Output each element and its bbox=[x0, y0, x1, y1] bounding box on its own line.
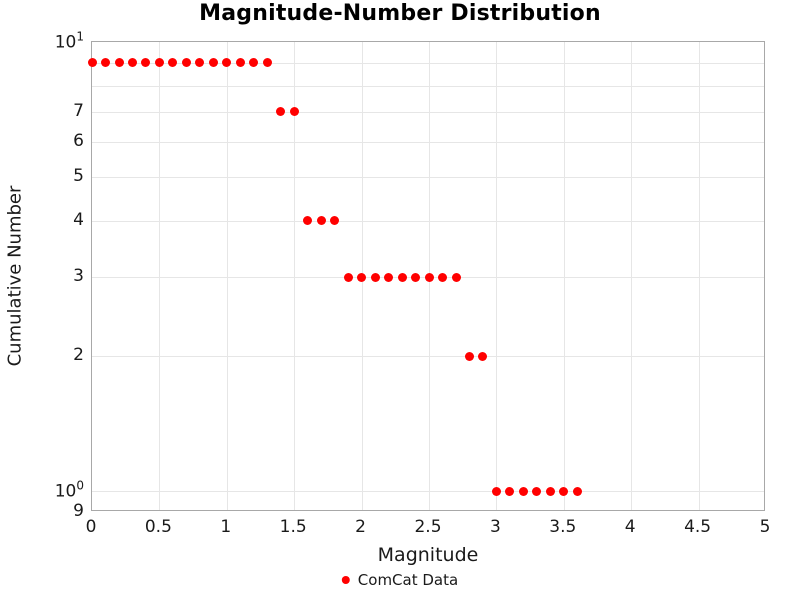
data-point[interactable] bbox=[559, 486, 569, 496]
data-point[interactable] bbox=[478, 351, 488, 361]
y-gridline bbox=[92, 85, 764, 87]
x-tick-label: 3 bbox=[489, 517, 501, 537]
x-tick-label: 4.5 bbox=[684, 517, 712, 537]
data-point[interactable] bbox=[397, 272, 407, 282]
data-point[interactable] bbox=[303, 216, 313, 226]
y-tick-label: 7 bbox=[73, 100, 84, 121]
x-gridline bbox=[563, 42, 565, 510]
y-gridline bbox=[92, 491, 764, 493]
y-gridline bbox=[92, 220, 764, 222]
data-point[interactable] bbox=[518, 486, 528, 496]
data-point[interactable] bbox=[168, 58, 178, 68]
data-point[interactable] bbox=[411, 272, 420, 282]
y-gridline bbox=[92, 111, 764, 113]
x-tick-label: 2.5 bbox=[414, 517, 442, 537]
data-point[interactable] bbox=[451, 272, 461, 282]
data-point[interactable] bbox=[127, 58, 137, 68]
x-gridline bbox=[159, 42, 161, 510]
x-gridline bbox=[496, 42, 498, 510]
y-gridline bbox=[92, 356, 764, 358]
data-point[interactable] bbox=[101, 58, 110, 68]
data-point[interactable] bbox=[114, 58, 124, 68]
data-point[interactable] bbox=[357, 272, 367, 282]
y-tick-label: 9 bbox=[73, 501, 84, 521]
y-tick-label: 101 bbox=[54, 29, 84, 53]
plot-area[interactable] bbox=[87, 41, 765, 511]
x-tick-label: 0.5 bbox=[144, 517, 172, 537]
x-tick-label: 4 bbox=[624, 517, 636, 537]
x-gridline bbox=[226, 42, 228, 510]
y-axis-title: Cumulative Number bbox=[4, 185, 26, 367]
x-tick-label: 2 bbox=[355, 517, 367, 537]
data-point[interactable] bbox=[505, 486, 515, 496]
data-point[interactable] bbox=[276, 107, 286, 117]
data-point[interactable] bbox=[316, 216, 326, 226]
data-point[interactable] bbox=[545, 486, 555, 496]
data-point[interactable] bbox=[181, 58, 191, 68]
data-point[interactable] bbox=[208, 58, 218, 68]
chart-title: Magnitude-Number Distribution bbox=[199, 1, 601, 26]
data-point[interactable] bbox=[87, 58, 97, 68]
data-point[interactable] bbox=[330, 216, 340, 226]
x-gridline bbox=[294, 42, 296, 510]
data-point[interactable] bbox=[222, 58, 232, 68]
y-gridline bbox=[92, 141, 764, 143]
legend-label: ComCat Data bbox=[357, 571, 459, 589]
data-point[interactable] bbox=[141, 58, 151, 68]
data-point[interactable] bbox=[262, 58, 272, 68]
data-point[interactable] bbox=[572, 486, 582, 496]
data-point[interactable] bbox=[343, 272, 353, 282]
legend-item[interactable]: ComCat Data bbox=[341, 571, 459, 589]
y-gridline bbox=[92, 62, 764, 64]
y-tick-label: 100 bbox=[54, 479, 84, 502]
y-gridline bbox=[92, 177, 764, 179]
data-point[interactable] bbox=[195, 58, 205, 68]
data-point[interactable] bbox=[532, 486, 542, 496]
x-gridline bbox=[698, 42, 700, 510]
y-tick-label: 5 bbox=[73, 166, 84, 187]
data-point[interactable] bbox=[491, 486, 501, 496]
x-axis-title: Magnitude bbox=[377, 544, 479, 566]
data-point[interactable] bbox=[424, 272, 434, 282]
x-tick-label: 1 bbox=[220, 517, 232, 537]
y-tick-label: 3 bbox=[73, 266, 84, 286]
data-point[interactable] bbox=[289, 107, 299, 117]
x-tick-label: 0 bbox=[85, 517, 97, 537]
x-tick-label: 5 bbox=[759, 517, 771, 537]
y-tick-label: 6 bbox=[73, 130, 84, 151]
data-point[interactable] bbox=[249, 58, 259, 68]
y-tick-label: 2 bbox=[73, 345, 84, 366]
data-point[interactable] bbox=[464, 351, 474, 361]
x-tick-label: 3.5 bbox=[549, 517, 577, 537]
y-tick-label: 4 bbox=[73, 209, 84, 230]
x-tick-label: 1.5 bbox=[279, 517, 307, 537]
data-point[interactable] bbox=[384, 272, 394, 282]
data-point[interactable] bbox=[154, 58, 164, 68]
data-point[interactable] bbox=[370, 272, 380, 282]
x-gridline bbox=[631, 42, 633, 510]
legend-marker-dot-icon bbox=[341, 576, 350, 584]
data-point[interactable] bbox=[235, 58, 245, 68]
data-point[interactable] bbox=[438, 272, 447, 282]
